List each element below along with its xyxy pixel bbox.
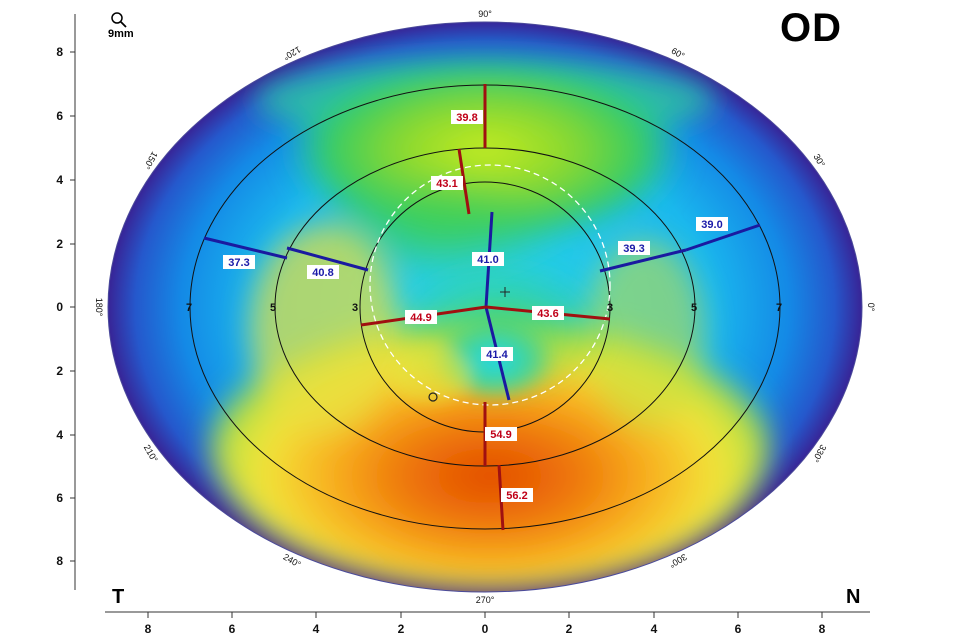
k-reading-steep: 43.6 xyxy=(532,306,564,320)
ring-label-right-3: 3 xyxy=(607,302,613,314)
k-reading-value: 43.6 xyxy=(537,308,558,320)
ring-label-right-5: 5 xyxy=(691,302,697,314)
k-reading-value: 44.9 xyxy=(410,312,431,324)
k-reading-flat: 41.0 xyxy=(472,252,504,266)
ring-label-left-7: 7 xyxy=(186,302,192,314)
x-tick-label: 6 xyxy=(229,622,236,636)
k-reading-value: 54.9 xyxy=(490,429,511,441)
k-reading-steep: 56.2 xyxy=(501,488,533,502)
k-reading-value: 43.1 xyxy=(436,178,457,190)
k-reading-value: 39.3 xyxy=(623,243,644,255)
k-reading-value: 39.8 xyxy=(456,112,477,124)
k-reading-value: 41.4 xyxy=(486,349,508,361)
k-reading-steep: 43.1 xyxy=(431,176,463,190)
k-reading-steep: 44.9 xyxy=(405,310,437,324)
x-tick-label: 0 xyxy=(482,622,489,636)
x-tick-label: 4 xyxy=(651,622,658,636)
x-tick-label: 8 xyxy=(145,622,152,636)
temporal-label: T xyxy=(112,586,125,608)
y-tick-label: 8 xyxy=(56,554,63,568)
eye-label: OD xyxy=(780,6,842,50)
y-axis-ticks: 8 6 4 2 0 2 4 6 8 xyxy=(56,45,75,568)
x-tick-label: 2 xyxy=(566,622,573,636)
k-reading-flat: 41.4 xyxy=(481,347,513,361)
degree-label-180: 180° xyxy=(94,298,104,317)
nasal-label: N xyxy=(846,586,861,608)
ring-label-left-3: 3 xyxy=(352,302,358,314)
curvature-colormap xyxy=(108,22,862,592)
k-reading-flat: 40.8 xyxy=(307,265,339,279)
magnifier-icon xyxy=(111,12,127,28)
y-tick-label: 4 xyxy=(56,428,63,442)
degree-label-30: 30° xyxy=(812,152,828,169)
k-reading-value: 39.0 xyxy=(701,219,722,231)
degree-label-0: 0° xyxy=(866,303,876,312)
y-tick-label: 4 xyxy=(56,173,63,187)
x-tick-label: 8 xyxy=(819,622,826,636)
k-reading-value: 56.2 xyxy=(506,490,527,502)
x-axis-ticks: 8 6 4 2 0 2 4 6 8 xyxy=(145,612,826,636)
k-readings: 39.8 43.1 41.0 39.3 39.0 37.3 40.8 44.9 43.6 41.4… xyxy=(223,110,728,502)
apex-cross xyxy=(500,287,510,297)
y-tick-label: 6 xyxy=(56,109,63,123)
k-reading-flat: 39.3 xyxy=(618,241,650,255)
limbus-marker xyxy=(428,392,438,402)
degree-label-270: 270° xyxy=(476,595,495,605)
k-reading-value: 41.0 xyxy=(477,254,498,266)
k-reading-steep: 39.8 xyxy=(451,110,483,124)
k-reading-steep: 54.9 xyxy=(485,427,517,441)
k-reading-flat: 39.0 xyxy=(696,217,728,231)
ring-label-left-5: 5 xyxy=(270,302,276,314)
y-tick-label: 2 xyxy=(56,237,63,251)
degree-label-90: 90° xyxy=(478,9,492,19)
pupil-outline xyxy=(369,164,611,406)
y-tick-label: 6 xyxy=(56,491,63,505)
k-reading-value: 40.8 xyxy=(312,267,333,279)
ring-label-right-7: 7 xyxy=(776,302,782,314)
degree-label-60: 60° xyxy=(670,46,687,62)
y-tick-label: 2 xyxy=(56,364,63,378)
k-reading-value: 37.3 xyxy=(228,257,249,269)
x-tick-label: 4 xyxy=(313,622,320,636)
y-tick-label: 8 xyxy=(56,45,63,59)
y-tick-label: 0 xyxy=(56,300,63,314)
k-reading-flat: 37.3 xyxy=(223,255,255,269)
zoom-control[interactable]: 9mm xyxy=(108,12,134,40)
map-boundary xyxy=(107,21,863,593)
ring-labels: 3 5 7 3 5 7 xyxy=(186,302,782,314)
x-tick-label: 6 xyxy=(735,622,742,636)
zoom-label: 9mm xyxy=(108,28,134,40)
x-tick-label: 2 xyxy=(398,622,405,636)
